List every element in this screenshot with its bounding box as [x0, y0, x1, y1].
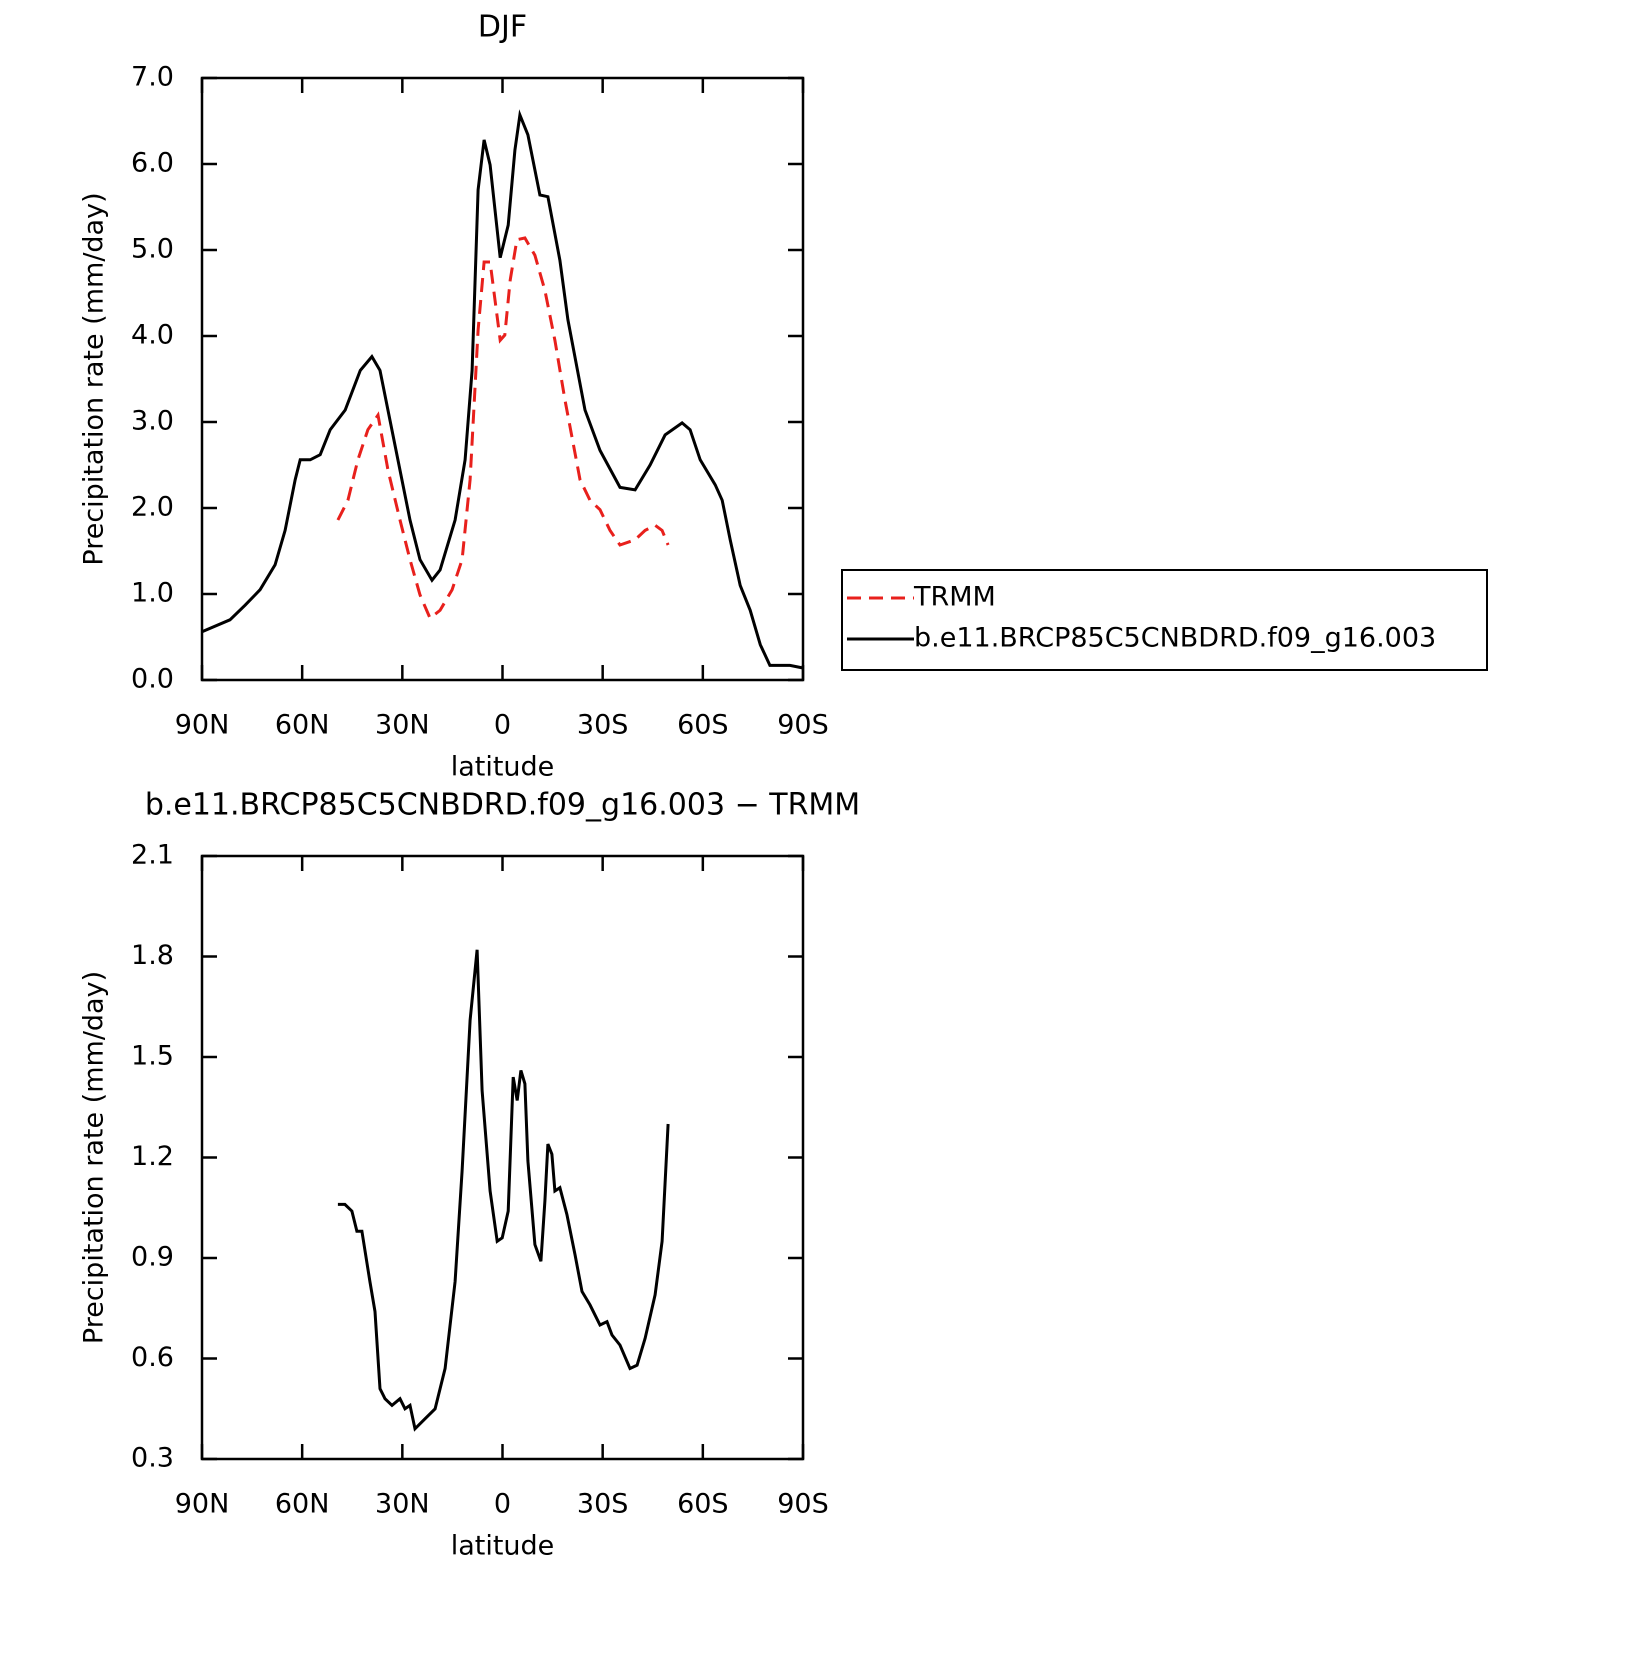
x-axis-label: latitude — [451, 1531, 555, 1562]
plot: DJF latitude Precipitation rate (mm/day) 90… — [79, 10, 1488, 783]
chart-title: b.e11.BRCP85C5CNBDRD.f09_g16.003 − TRMM — [145, 788, 860, 823]
y-tick-label: 1.0 — [131, 578, 174, 609]
y-tick-label: 1.5 — [131, 1041, 174, 1072]
x-tick-label: 0 — [494, 710, 511, 741]
y-tick-label: 0.0 — [131, 664, 174, 695]
plot-frame — [200, 854, 805, 1461]
x-axis-label: latitude — [451, 752, 555, 783]
x-tick-label: 0 — [494, 1489, 511, 1520]
y-tick-label: 2.1 — [131, 840, 174, 871]
y-tick-label: 1.8 — [131, 940, 174, 971]
y-tick-label: 7.0 — [131, 62, 174, 93]
x-tick-label: 60N — [275, 1489, 330, 1520]
x-tick-label: 90S — [777, 1489, 829, 1520]
y-tick-label: 1.2 — [131, 1141, 174, 1172]
x-tick-label: 30N — [375, 1489, 430, 1520]
data-line — [337, 949, 670, 1432]
legend-label: b.e11.BRCP85C5CNBDRD.f09_g16.003 — [914, 623, 1436, 654]
x-tick-label: 60S — [677, 710, 729, 741]
x-tick-label: 30S — [577, 1489, 629, 1520]
y-tick-label: 0.9 — [131, 1242, 174, 1273]
y-tick-label: 0.3 — [131, 1443, 174, 1474]
y-axis-label: Precipitation rate (mm/day) — [79, 192, 110, 565]
legend-label: TRMM — [913, 582, 996, 613]
y-tick-label: 4.0 — [131, 320, 174, 351]
legend-box — [841, 569, 1488, 671]
y-tick-label: 0.6 — [131, 1342, 174, 1373]
data-line — [201, 109, 804, 670]
plot-frame — [200, 76, 805, 682]
x-tick-label: 30S — [577, 710, 629, 741]
y-tick-label: 5.0 — [131, 234, 174, 265]
y-axis-label: Precipitation rate (mm/day) — [79, 971, 110, 1344]
x-tick-label: 90N — [175, 710, 230, 741]
x-tick-label: 60S — [677, 1489, 729, 1520]
x-tick-label: 60N — [275, 710, 330, 741]
chart-title: DJF — [478, 10, 527, 45]
x-tick-label: 90N — [175, 1489, 230, 1520]
plot: b.e11.BRCP85C5CNBDRD.f09_g16.003 − TRMM l… — [79, 788, 861, 1562]
y-tick-label: 2.0 — [131, 492, 174, 523]
y-tick-label: 3.0 — [131, 406, 174, 437]
data-line — [336, 236, 670, 621]
y-tick-label: 6.0 — [131, 148, 174, 179]
x-tick-label: 90S — [777, 710, 829, 741]
x-tick-label: 30N — [375, 710, 430, 741]
